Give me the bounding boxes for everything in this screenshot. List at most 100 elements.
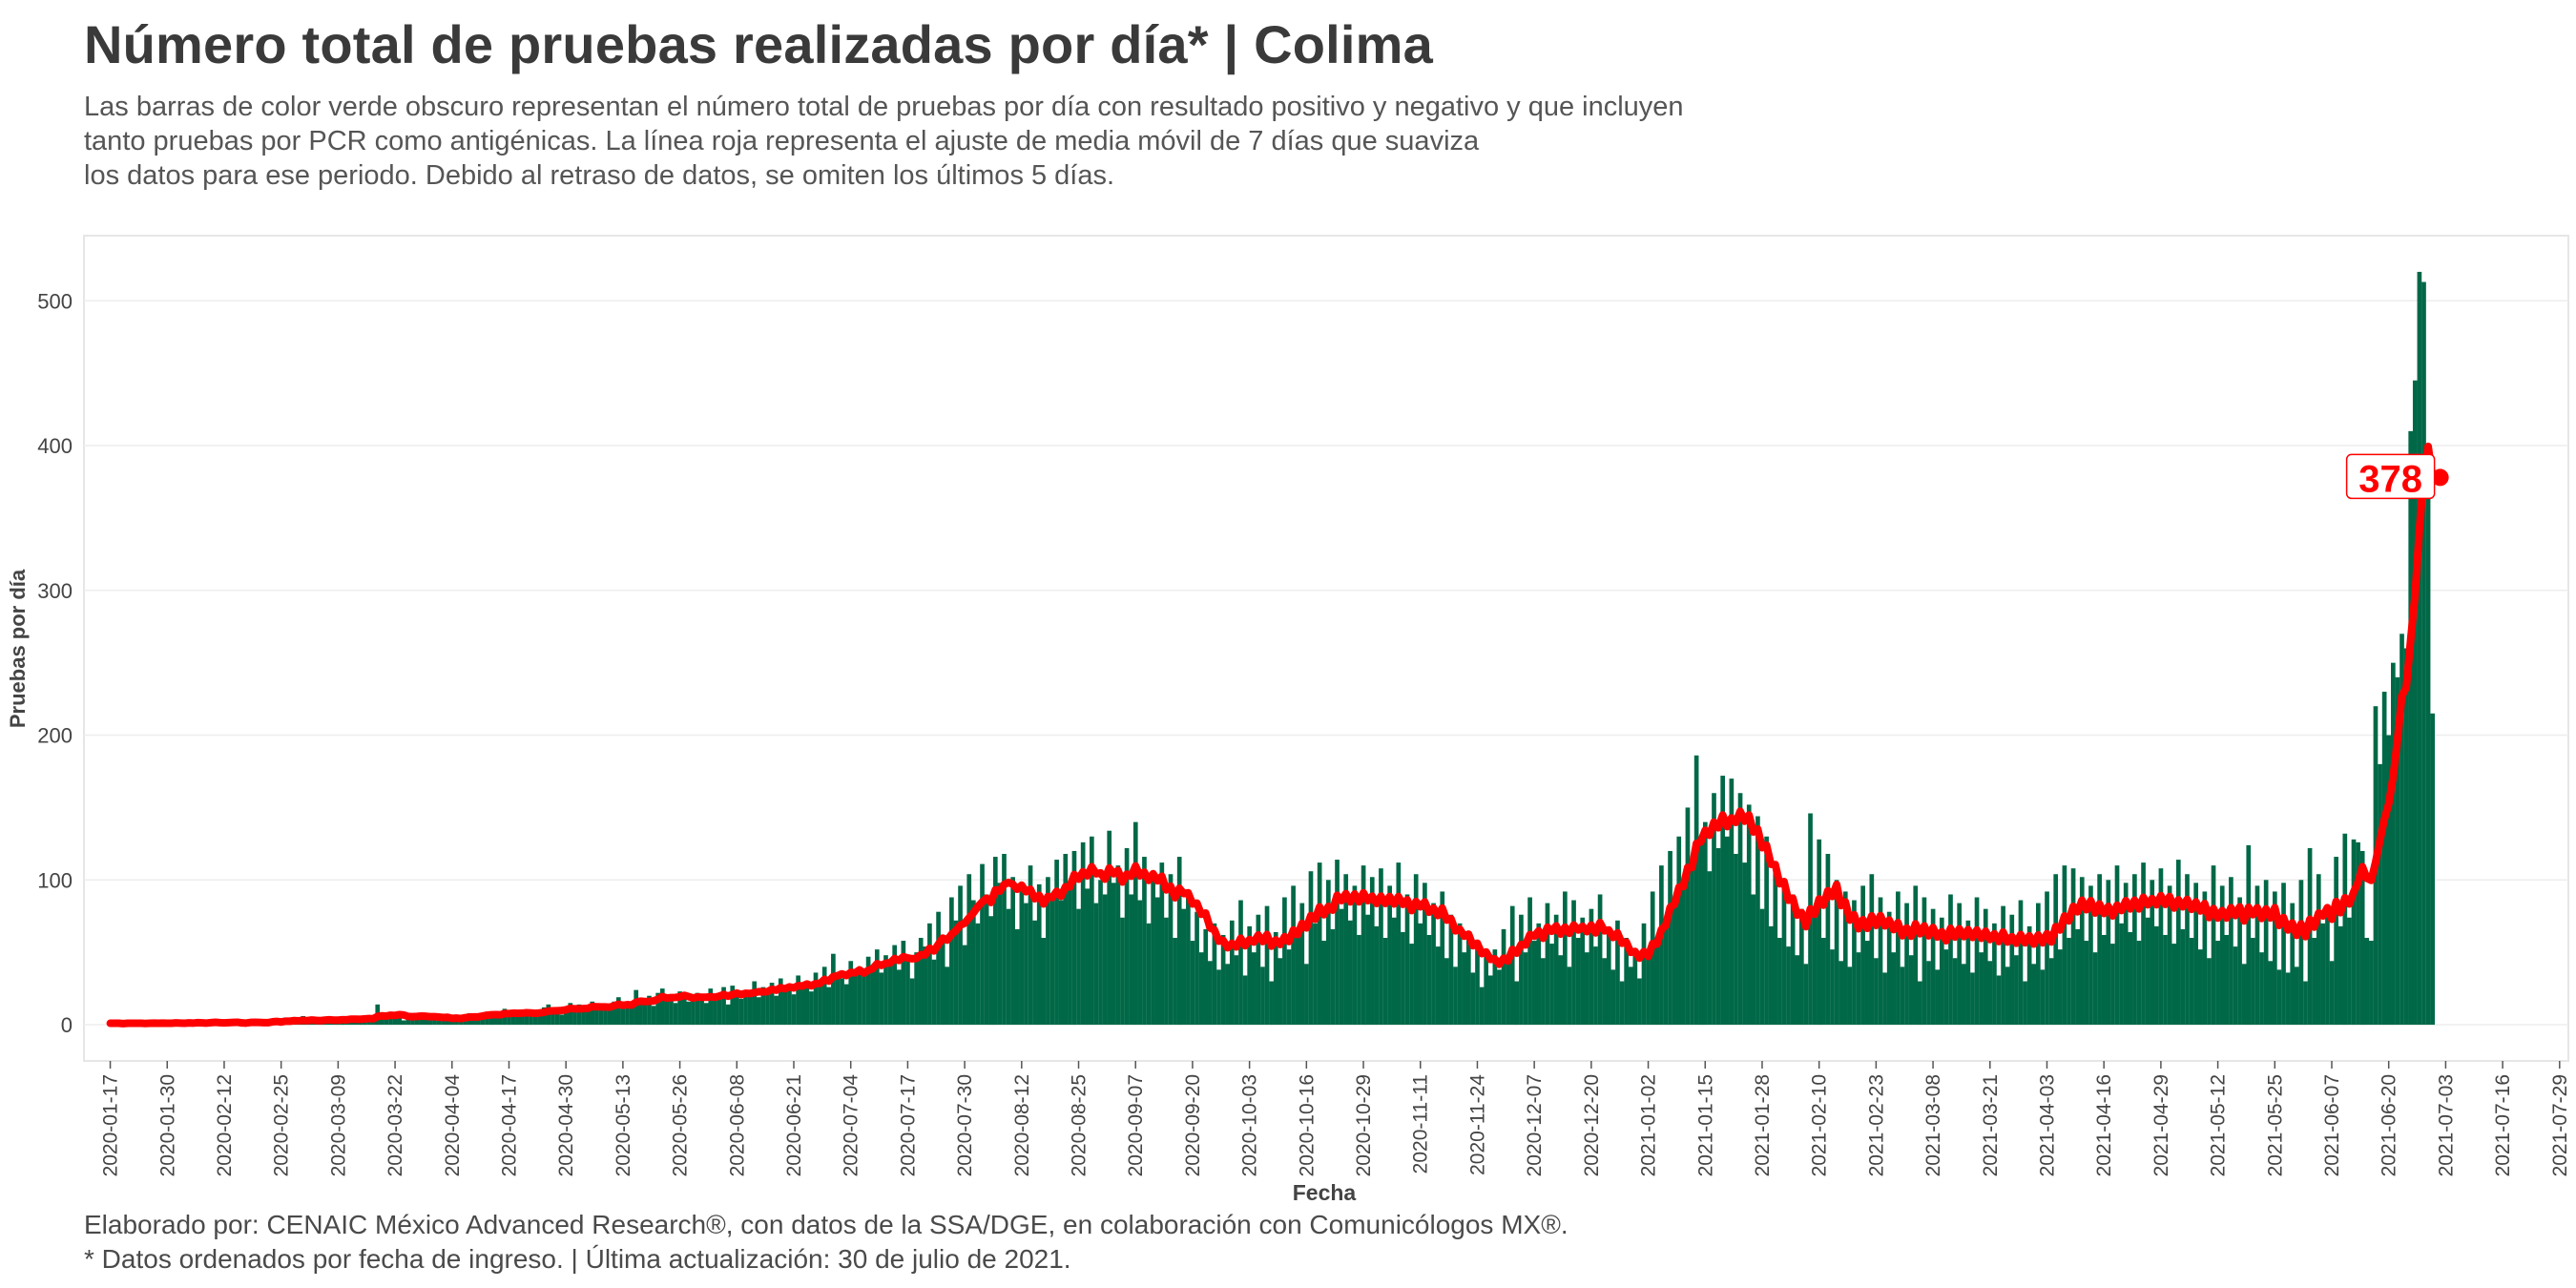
bar: [980, 863, 985, 1026]
bar: [1615, 920, 1620, 1026]
bar: [1041, 938, 1047, 1026]
bar: [1589, 908, 1594, 1026]
bar: [2053, 874, 2059, 1026]
bar: [1146, 923, 1152, 1026]
bar: [1646, 955, 1651, 1026]
bar: [392, 1017, 398, 1026]
bar: [1111, 883, 1116, 1026]
bar: [752, 981, 758, 1026]
bar: [1321, 941, 1327, 1026]
bar: [2364, 938, 2370, 1026]
bar: [2342, 833, 2348, 1026]
bar: [594, 1008, 599, 1026]
bar: [1702, 821, 1708, 1026]
bar: [1593, 946, 1598, 1026]
bar: [865, 956, 871, 1026]
bar: [1234, 955, 1239, 1026]
y-tick-label: 400: [37, 434, 73, 458]
bar: [703, 1003, 709, 1026]
bar: [901, 941, 906, 1026]
y-tick-label: 500: [37, 289, 73, 313]
bar: [2386, 735, 2392, 1026]
bar: [1712, 793, 1716, 1026]
bar: [1238, 900, 1243, 1026]
bar: [2031, 964, 2037, 1026]
bar: [765, 991, 770, 1026]
bar: [488, 1015, 494, 1026]
bar: [760, 987, 766, 1026]
x-tick-label: 2021-01-28: [1752, 1074, 1774, 1176]
bar: [975, 923, 981, 1026]
x-tick-label: 2021-04-16: [2093, 1074, 2115, 1176]
bar: [796, 975, 800, 1026]
bar: [563, 1007, 569, 1026]
bar: [1549, 944, 1554, 1026]
bar: [1834, 880, 1839, 1026]
bar: [510, 1011, 516, 1026]
bar: [1509, 905, 1515, 1026]
bar: [962, 945, 967, 1026]
bar: [1032, 920, 1037, 1026]
bar: [1930, 908, 1936, 1026]
bar: [826, 987, 832, 1026]
x-tick-label: 2020-06-08: [726, 1074, 748, 1176]
bar: [2045, 891, 2049, 1026]
bar: [2128, 931, 2133, 1026]
bar: [857, 966, 862, 1026]
bar: [1080, 841, 1086, 1026]
bar: [2167, 885, 2172, 1026]
bar: [787, 984, 792, 1026]
y-tick-label: 300: [37, 579, 73, 603]
bar: [2229, 877, 2233, 1026]
bar: [2329, 961, 2335, 1026]
bar: [2048, 958, 2054, 1026]
bar: [1825, 853, 1831, 1026]
x-tick-label: 2020-01-30: [156, 1074, 178, 1176]
bar: [713, 998, 717, 1026]
bar: [647, 995, 652, 1026]
bar: [1886, 911, 1892, 1026]
bar: [1401, 931, 1405, 1026]
bar: [681, 995, 687, 1026]
bar: [2312, 938, 2317, 1026]
bar: [1970, 972, 1975, 1026]
y-axis-label: Pruebas por día: [6, 569, 30, 728]
bar: [1071, 850, 1077, 1026]
bar: [625, 1004, 630, 1026]
bar: [940, 934, 945, 1026]
bar: [686, 1001, 692, 1026]
bar: [515, 1012, 521, 1026]
bar: [1795, 955, 1800, 1026]
bar: [1777, 938, 1782, 1026]
bar: [1506, 961, 1510, 1026]
bar: [2316, 874, 2321, 1026]
bar: [2040, 969, 2046, 1026]
bar: [831, 953, 836, 1026]
bar: [1874, 958, 1879, 1026]
bar: [1335, 860, 1340, 1026]
bar: [659, 988, 665, 1026]
bar: [743, 989, 748, 1026]
bar: [870, 966, 876, 1026]
bar: [2381, 692, 2387, 1026]
bar: [612, 1001, 617, 1026]
x-tick-label: 2021-01-15: [1694, 1074, 1716, 1176]
bar: [1357, 934, 1361, 1026]
bar: [2224, 934, 2230, 1026]
bar: [988, 916, 994, 1026]
end-label-box: [2345, 453, 2436, 500]
x-tick-label: 2020-09-07: [1125, 1074, 1147, 1176]
bar: [1746, 804, 1752, 1026]
x-tick-label: 2021-03-21: [1980, 1074, 2002, 1176]
bar: [1663, 923, 1669, 1026]
x-tick-label: 2021-02-10: [1809, 1074, 1831, 1176]
bar: [2276, 969, 2282, 1026]
bar: [809, 991, 814, 1026]
bar: [1151, 871, 1155, 1026]
bar: [1803, 964, 1809, 1026]
bar: [1212, 923, 1217, 1026]
bar: [896, 969, 902, 1026]
bar: [1641, 923, 1647, 1026]
bar: [1913, 885, 1919, 1026]
